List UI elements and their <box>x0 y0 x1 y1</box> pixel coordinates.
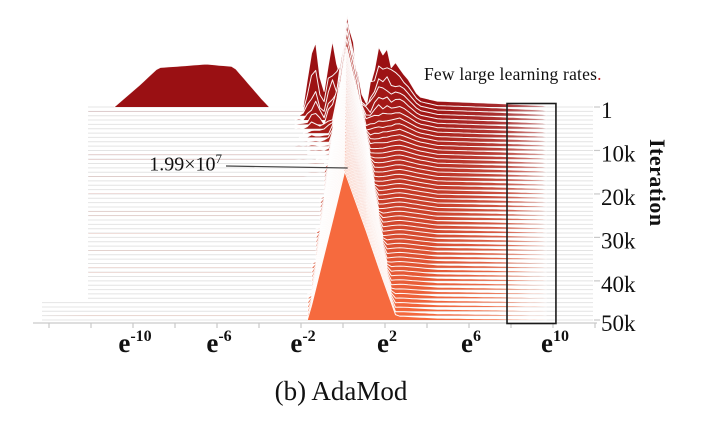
x-tick-label: e-10 <box>118 328 151 358</box>
ridge-outline <box>323 75 547 191</box>
ridge-outline <box>319 94 547 217</box>
ridge-outline <box>307 49 547 156</box>
x-tick-label: e-2 <box>290 328 315 358</box>
y-tick-label: 10k <box>601 141 636 166</box>
x-tick-label: e-6 <box>206 328 231 358</box>
ridge-outline <box>298 30 547 138</box>
x-tick-label: e2 <box>377 328 397 358</box>
figure-caption: (b) AdaMod <box>274 376 408 406</box>
ridge-outline <box>323 78 547 195</box>
x-tick-label: e10 <box>541 328 569 358</box>
ridge-outline <box>307 38 547 143</box>
peak-value-text: 1.99×10 <box>149 153 216 176</box>
ridge-outline <box>323 68 547 182</box>
tail-annotation: Few large learning rates. <box>424 64 602 85</box>
ridge-area <box>88 22 593 107</box>
y-tick-label: 50k <box>601 311 636 336</box>
highlight-box <box>506 102 557 325</box>
peak-value-exponent: 7 <box>215 151 223 166</box>
ridge-outline <box>307 151 547 295</box>
ridge-outline <box>307 154 547 299</box>
ridge-outline <box>302 14 547 112</box>
tail-annotation-text: Few large learning rates <box>424 64 598 84</box>
ridge-outline <box>323 72 547 186</box>
ridge-row <box>42 170 593 321</box>
ridge-outline <box>319 97 547 221</box>
ridge-outline <box>306 164 547 312</box>
ridge-outline <box>113 21 547 108</box>
y-tick-label: 40k <box>601 272 636 297</box>
peak-value-annotation: 1.99×107 <box>90 151 222 177</box>
tail-annotation-period: . <box>597 64 602 84</box>
ridge-outline <box>323 62 547 173</box>
y-tick-label: 20k <box>601 185 636 210</box>
x-axis: e-10 e-6 e-2 e2 e6 e10 <box>33 322 597 358</box>
ridge-outline <box>306 170 547 321</box>
peak-annotation-leader-line <box>225 165 348 169</box>
ridge-outline <box>323 59 547 169</box>
ridge-outline <box>323 65 547 178</box>
ridge-outline <box>319 84 547 204</box>
y-tick-label: 1 <box>601 98 613 123</box>
ridge-area <box>42 171 593 320</box>
y-axis: 1 10k 20k 30k 40k 50k <box>594 98 636 336</box>
ridge-outline <box>319 91 547 212</box>
y-axis-title: Iteration <box>645 139 670 227</box>
ridge-outline <box>306 158 547 304</box>
x-tick-label: e6 <box>461 328 481 358</box>
ridge-outline <box>294 22 547 125</box>
ridge-outline <box>298 22 547 117</box>
y-tick-label: 30k <box>601 228 636 253</box>
ridge-outline <box>306 161 547 308</box>
ridge-outline <box>319 81 547 199</box>
ridge-outline <box>319 88 547 208</box>
ridge-outline <box>319 100 547 225</box>
ridge-outline <box>324 56 547 164</box>
ridge-outline <box>306 167 547 317</box>
